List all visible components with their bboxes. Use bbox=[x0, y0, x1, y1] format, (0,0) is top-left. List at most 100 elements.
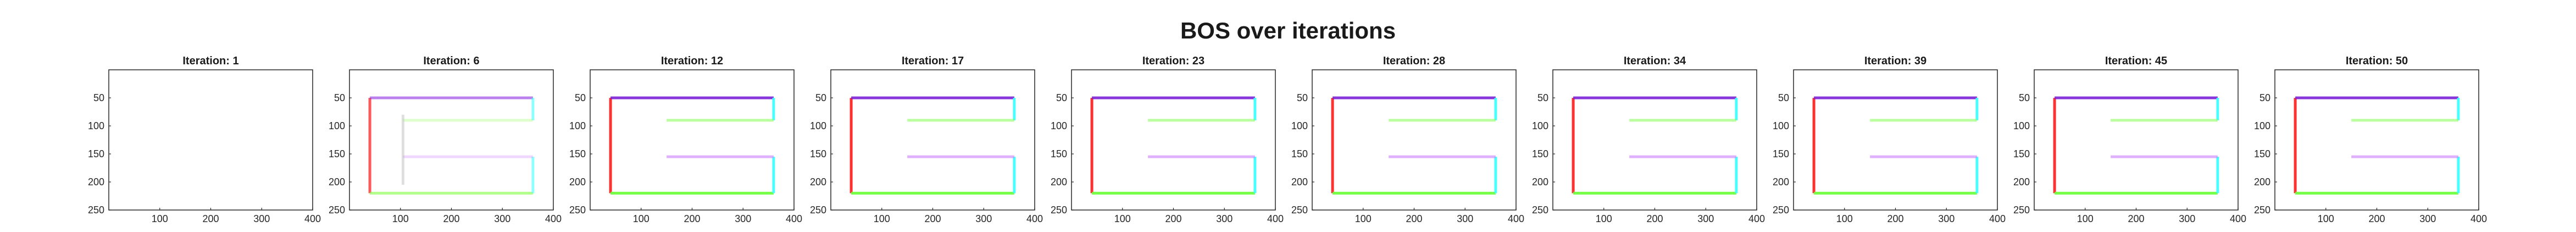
chart-panel: Iteration: 34 100 200 300 400 50 100 150 200 250 bbox=[1532, 55, 1765, 224]
plot-frame bbox=[2274, 69, 2479, 211]
x-tick-label: 300 bbox=[494, 213, 510, 224]
y-tick-label: 150 bbox=[2013, 148, 2030, 159]
x-tick-label: 100 bbox=[152, 213, 168, 224]
x-tick-label: 200 bbox=[684, 213, 700, 224]
y-tick-label: 250 bbox=[2254, 205, 2270, 216]
chart-panel: Iteration: 39 100 200 300 400 50 100 150 200 250 bbox=[1773, 55, 2006, 224]
y-tick-label: 250 bbox=[88, 205, 104, 216]
x-tick-label: 300 bbox=[975, 213, 992, 224]
x-tick-label: 200 bbox=[2128, 213, 2144, 224]
y-tick-label: 50 bbox=[334, 92, 345, 103]
x-tick-label: 200 bbox=[202, 213, 219, 224]
y-tick-label: 100 bbox=[1773, 120, 1789, 131]
x-tick-label: 300 bbox=[1697, 213, 1714, 224]
y-tick-label: 250 bbox=[1051, 205, 1067, 216]
plot-frame bbox=[1312, 69, 1517, 211]
plot-frame bbox=[2034, 69, 2239, 211]
x-tick-label: 100 bbox=[2077, 213, 2094, 224]
y-tick-label: 100 bbox=[1532, 120, 1548, 131]
x-tick-label: 300 bbox=[1216, 213, 1233, 224]
y-tick-label: 150 bbox=[1773, 148, 1789, 159]
y-tick-label: 50 bbox=[1297, 92, 1308, 103]
plot-frame bbox=[1071, 69, 1276, 211]
x-tick-label: 400 bbox=[1026, 213, 1043, 224]
y-tick-label: 250 bbox=[1291, 205, 1308, 216]
x-tick-label: 100 bbox=[1596, 213, 1612, 224]
y-tick-label: 200 bbox=[810, 176, 826, 187]
plot-frame bbox=[349, 69, 554, 211]
x-tick-label: 300 bbox=[2419, 213, 2436, 224]
plot-frame bbox=[1793, 69, 1998, 211]
panel-title: Iteration: 50 bbox=[2346, 55, 2408, 67]
x-tick-label: 100 bbox=[392, 213, 409, 224]
y-tick-label: 200 bbox=[329, 176, 345, 187]
chart-panel: Iteration: 50 100 200 300 400 50 100 150 200 250 bbox=[2254, 55, 2487, 224]
y-tick-label: 200 bbox=[569, 176, 586, 187]
chart-panel: Iteration: 1 100 200 300 400 50 100 150 200 250 bbox=[88, 55, 321, 224]
y-tick-label: 100 bbox=[2254, 120, 2270, 131]
panel-title: Iteration: 34 bbox=[1624, 55, 1686, 67]
y-tick-label: 150 bbox=[329, 148, 345, 159]
chart-panel: Iteration: 45 100 200 300 400 50 100 150 200 250 bbox=[2013, 55, 2246, 224]
y-tick-label: 250 bbox=[1532, 205, 1548, 216]
chart-panel: Iteration: 17 100 200 300 400 50 100 150 200 250 bbox=[810, 55, 1043, 224]
x-tick-label: 400 bbox=[545, 213, 562, 224]
y-tick-label: 150 bbox=[569, 148, 586, 159]
figure-title: BOS over iterations bbox=[1180, 18, 1396, 43]
x-tick-label: 200 bbox=[1887, 213, 1903, 224]
plot-frame bbox=[1552, 69, 1757, 211]
panel-title: Iteration: 12 bbox=[661, 55, 723, 67]
plot-frame bbox=[590, 69, 795, 211]
x-tick-label: 200 bbox=[1406, 213, 1422, 224]
y-tick-label: 150 bbox=[1051, 148, 1067, 159]
y-tick-label: 250 bbox=[1773, 205, 1789, 216]
panel-title: Iteration: 17 bbox=[902, 55, 964, 67]
y-tick-label: 50 bbox=[1056, 92, 1067, 103]
y-tick-label: 100 bbox=[88, 120, 104, 131]
y-tick-label: 100 bbox=[1051, 120, 1067, 131]
x-tick-label: 300 bbox=[2179, 213, 2195, 224]
x-tick-label: 400 bbox=[1748, 213, 1765, 224]
y-tick-label: 250 bbox=[810, 205, 826, 216]
x-tick-label: 200 bbox=[1165, 213, 1181, 224]
x-tick-label: 300 bbox=[1457, 213, 1473, 224]
x-tick-label: 100 bbox=[2318, 213, 2334, 224]
x-tick-label: 200 bbox=[2368, 213, 2385, 224]
y-tick-label: 200 bbox=[1532, 176, 1548, 187]
plot-frame bbox=[830, 69, 1035, 211]
chart-panel: Iteration: 23 100 200 300 400 50 100 150 200 250 bbox=[1051, 55, 1284, 224]
x-tick-label: 300 bbox=[735, 213, 751, 224]
y-tick-label: 50 bbox=[2019, 92, 2030, 103]
y-tick-label: 250 bbox=[569, 205, 586, 216]
y-tick-label: 200 bbox=[2254, 176, 2270, 187]
panel-title: Iteration: 39 bbox=[1864, 55, 1927, 67]
chart-panel: Iteration: 28 100 200 300 400 50 100 150 200 250 bbox=[1291, 55, 1524, 224]
x-tick-label: 200 bbox=[443, 213, 459, 224]
y-tick-label: 200 bbox=[1051, 176, 1067, 187]
x-tick-label: 100 bbox=[1355, 213, 1372, 224]
y-tick-label: 150 bbox=[88, 148, 104, 159]
plot-frame bbox=[108, 69, 313, 211]
panel-title: Iteration: 23 bbox=[1142, 55, 1204, 67]
x-tick-label: 100 bbox=[874, 213, 890, 224]
y-tick-label: 50 bbox=[93, 92, 104, 103]
y-tick-label: 50 bbox=[2259, 92, 2270, 103]
panel-title: Iteration: 1 bbox=[182, 55, 238, 67]
x-tick-label: 300 bbox=[1938, 213, 1955, 224]
y-tick-label: 200 bbox=[2013, 176, 2030, 187]
x-tick-label: 100 bbox=[1836, 213, 1853, 224]
x-tick-label: 400 bbox=[1267, 213, 1284, 224]
y-tick-label: 150 bbox=[1291, 148, 1308, 159]
y-tick-label: 50 bbox=[1537, 92, 1548, 103]
y-tick-label: 50 bbox=[1778, 92, 1789, 103]
x-tick-label: 100 bbox=[633, 213, 649, 224]
y-tick-label: 100 bbox=[329, 120, 345, 131]
y-tick-label: 150 bbox=[2254, 148, 2270, 159]
x-tick-label: 400 bbox=[1508, 213, 1524, 224]
panel-title: Iteration: 28 bbox=[1383, 55, 1445, 67]
y-tick-label: 100 bbox=[810, 120, 826, 131]
y-tick-label: 50 bbox=[815, 92, 826, 103]
y-tick-label: 200 bbox=[1291, 176, 1308, 187]
x-tick-label: 200 bbox=[1646, 213, 1663, 224]
panel-title: Iteration: 45 bbox=[2105, 55, 2167, 67]
